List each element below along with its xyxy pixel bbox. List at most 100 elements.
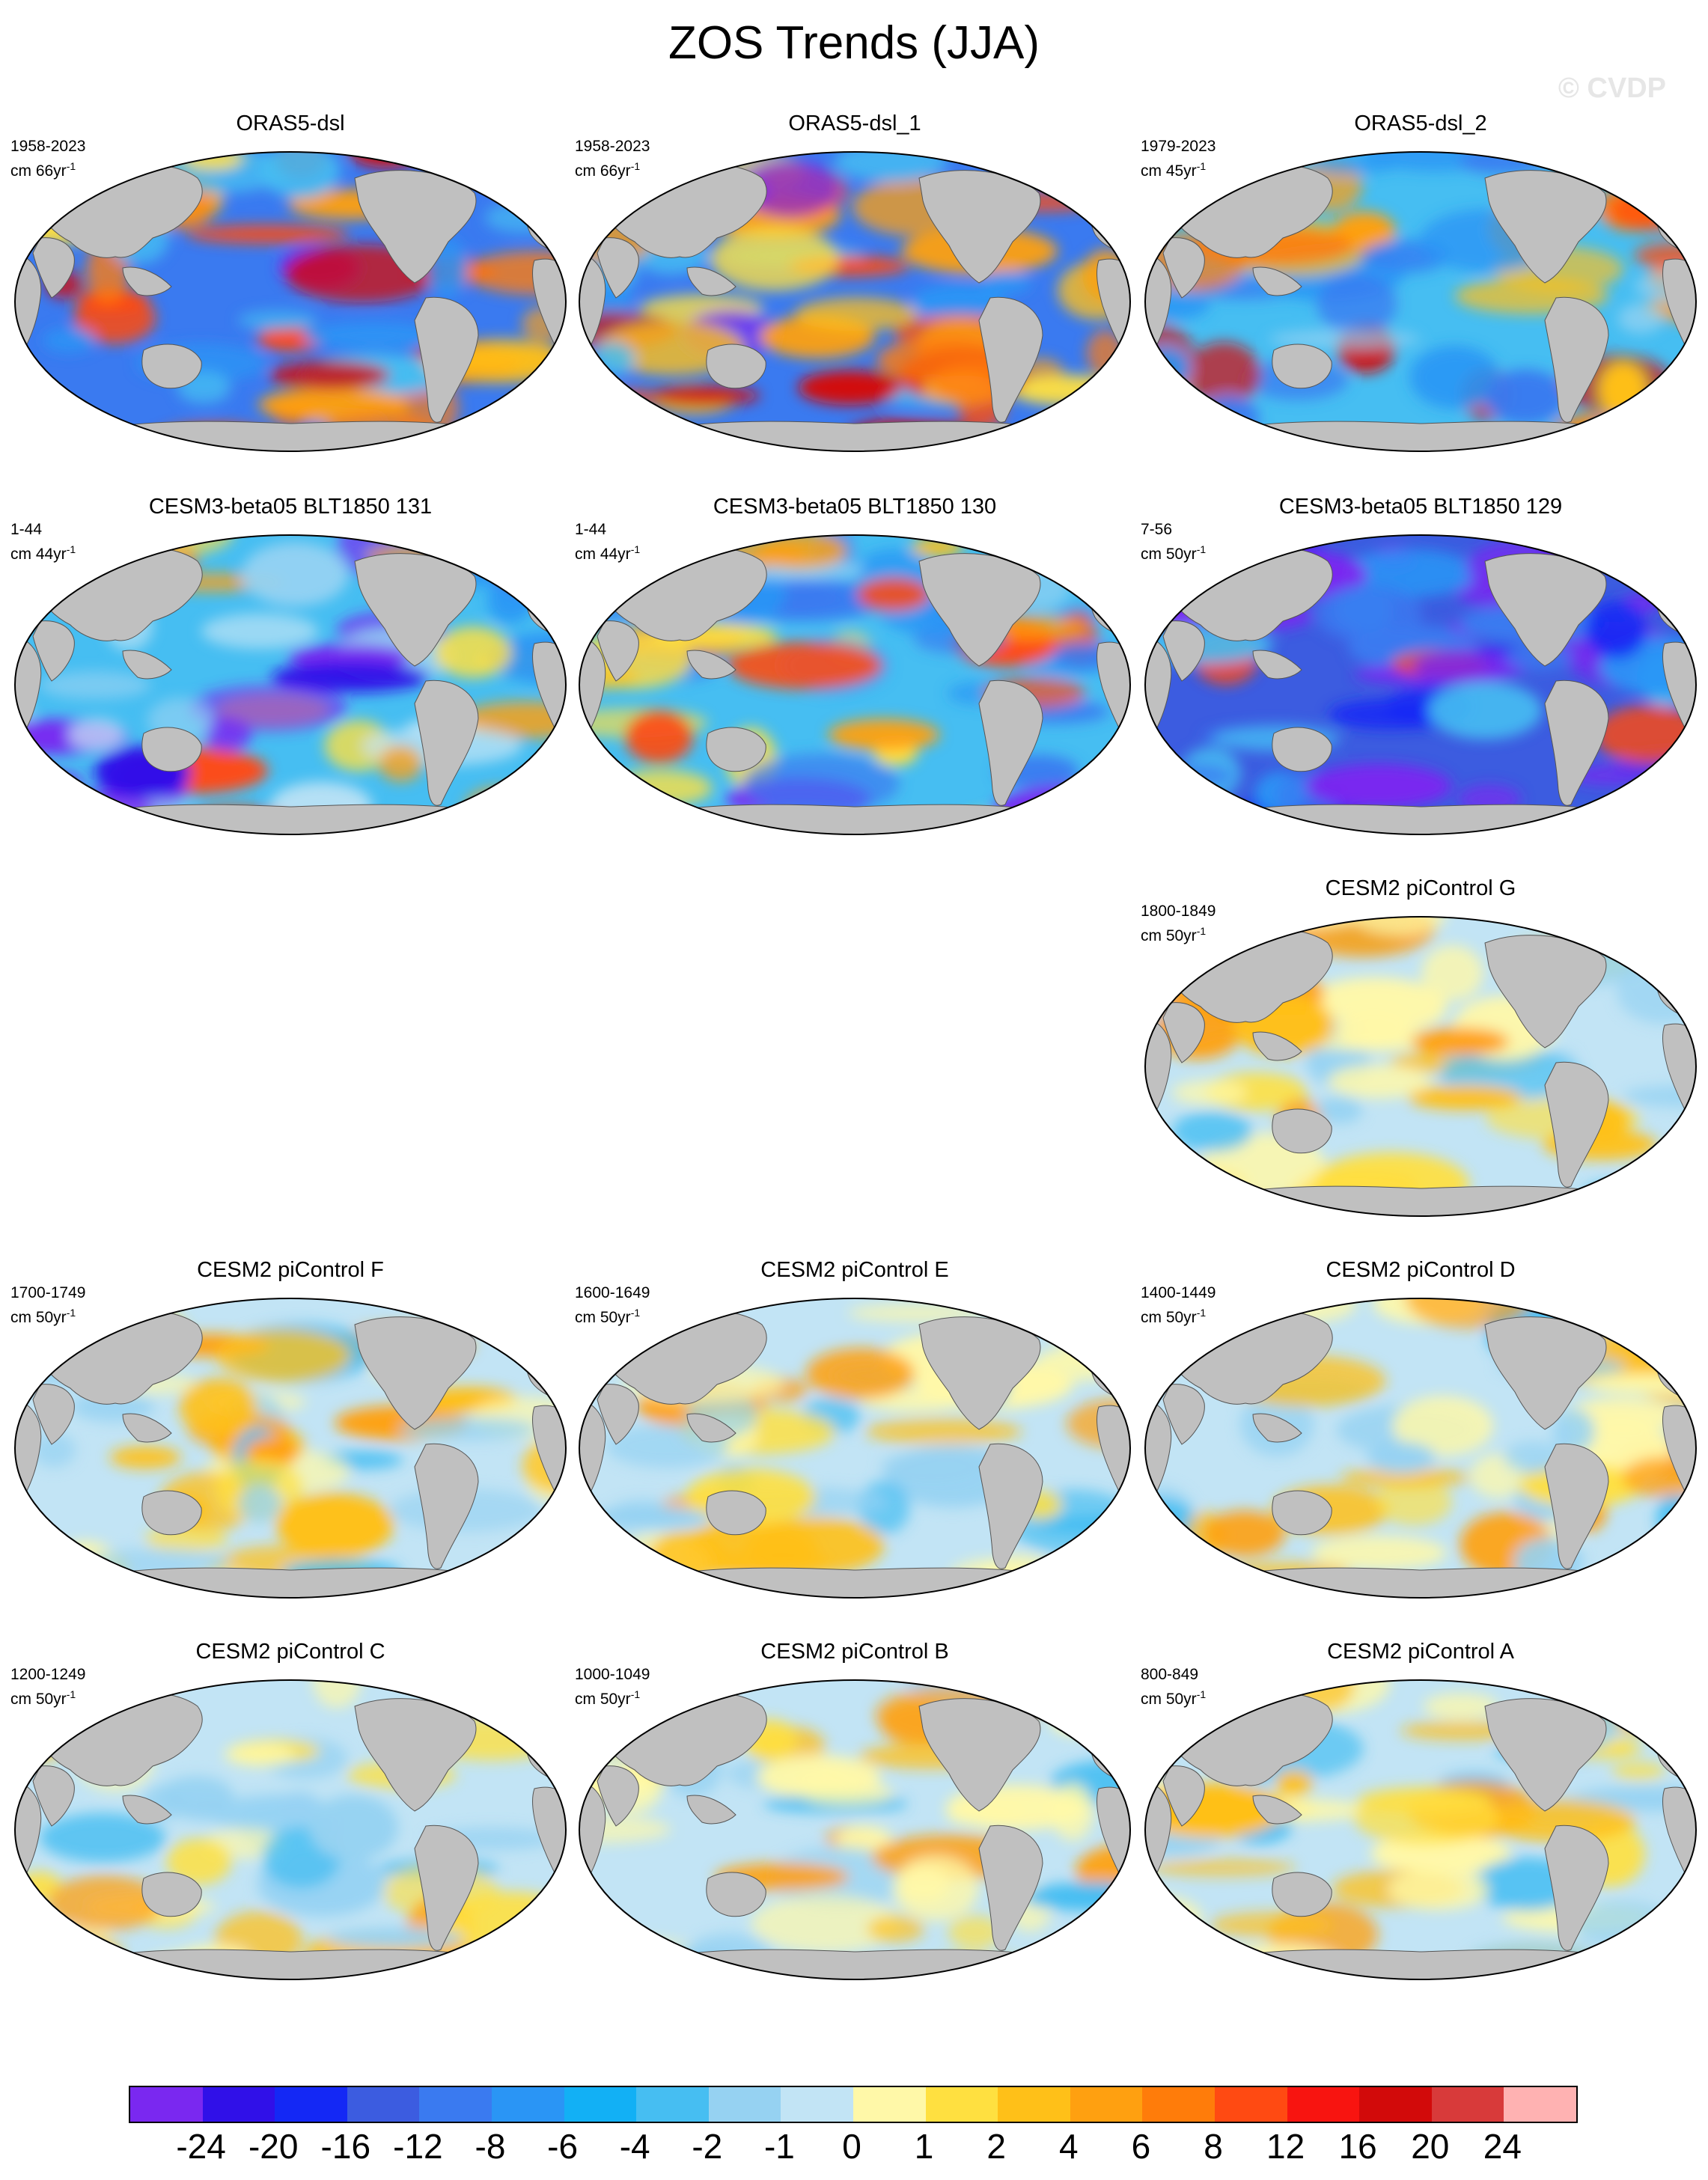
map-border <box>14 151 567 452</box>
trend-blob <box>948 1915 1002 1949</box>
world-map <box>14 534 567 835</box>
world-map <box>14 1298 567 1599</box>
trend-blob <box>801 1781 894 1807</box>
land-mass-seasia <box>122 650 172 680</box>
colorbar-swatch <box>1214 2087 1287 2122</box>
trend-blob <box>224 1743 296 1767</box>
trend-blob <box>1171 1080 1247 1105</box>
trend-blob <box>835 1825 892 1854</box>
trend-blob <box>184 152 243 171</box>
trend-blob <box>879 1450 982 1483</box>
colorbar-swatch <box>202 2087 275 2122</box>
trend-blob <box>1623 917 1696 935</box>
trend-blob <box>1376 1478 1452 1526</box>
trend-blob <box>15 1961 73 1979</box>
trend-blob <box>794 297 918 332</box>
panel-title: CESM2 piControl G <box>1325 876 1516 900</box>
map-border <box>1144 916 1697 1217</box>
trend-blob <box>302 322 445 349</box>
trend-blob <box>309 1795 398 1860</box>
trend-blob <box>1408 1085 1522 1110</box>
trend-blob <box>1428 682 1543 739</box>
land-mass-seasia <box>1252 266 1302 296</box>
trend-blob <box>1405 1298 1534 1329</box>
land-mass-india <box>1162 1002 1205 1063</box>
land-mass-samer <box>1544 680 1609 806</box>
panel-title: CESM3-beta05 BLT1850 129 <box>1278 495 1563 519</box>
map-border <box>579 1679 1131 1980</box>
panel-title: CESM3-beta05 BLT1850 131 <box>148 495 433 519</box>
panel-period: 800-849 <box>1141 1666 1199 1683</box>
land-mass-india <box>597 1384 639 1445</box>
land-mass-india <box>1162 1765 1205 1827</box>
trend-blob <box>277 1792 322 1822</box>
trend-blob <box>485 1944 566 1979</box>
map-border <box>579 151 1131 452</box>
map-border <box>579 1298 1131 1599</box>
panel-units: cm 50yr-1 <box>575 1307 641 1326</box>
panel-units: cm 50yr-1 <box>1141 1688 1207 1708</box>
land-mass-green <box>488 1688 539 1726</box>
panel-units: cm 44yr-1 <box>10 543 76 563</box>
trend-blob <box>484 202 561 233</box>
world-map <box>579 1298 1131 1599</box>
colorbar-tick-label: 6 <box>1131 2127 1151 2166</box>
trend-blob <box>1145 1575 1221 1596</box>
cvdp-watermark: © CVDP <box>1558 73 1666 104</box>
trend-blob <box>398 1417 538 1441</box>
trend-blob <box>740 159 838 217</box>
panel-period: 1958-2023 <box>575 138 650 155</box>
trend-blob <box>911 284 1007 322</box>
trend-blob <box>1050 1706 1105 1735</box>
trend-blob <box>73 292 156 344</box>
colorbar-tick-label: 8 <box>1204 2127 1223 2166</box>
trend-blob <box>1412 649 1526 683</box>
trend-blob <box>1536 535 1644 556</box>
trend-blob <box>15 1557 51 1581</box>
land-mass-samer <box>414 296 479 423</box>
trend-blob <box>42 328 95 353</box>
trend-blob <box>1616 1932 1696 1979</box>
trend-blob <box>1031 1354 1116 1383</box>
trend-blob <box>179 1378 257 1438</box>
trend-blob <box>15 1965 97 1979</box>
land-mass-austr <box>1272 1490 1332 1536</box>
trend-blob <box>1010 375 1123 406</box>
land-mass-seasia <box>122 266 172 296</box>
trend-blob <box>1155 763 1233 789</box>
land-mass-india <box>597 1765 639 1827</box>
trend-blob <box>488 535 566 578</box>
trend-blob <box>591 341 635 377</box>
colorbar-tick-label: 4 <box>1059 2127 1079 2166</box>
land-mass-seasia <box>1252 650 1302 680</box>
land-mass-green <box>488 1306 539 1345</box>
trend-blob <box>259 152 341 199</box>
land-mass-green <box>1618 1306 1669 1345</box>
land-mass-seasia <box>122 1795 172 1825</box>
trend-blob <box>710 227 839 291</box>
trend-blob <box>204 717 251 751</box>
land-mass-austr <box>1272 1108 1332 1154</box>
land-mass-india <box>32 237 75 299</box>
trend-blob <box>1339 1468 1471 1487</box>
trend-blob <box>1617 302 1664 334</box>
panel-period: 1600-1649 <box>575 1284 650 1301</box>
trend-blob <box>439 1298 493 1328</box>
colorbar-swatch <box>1287 2087 1360 2122</box>
trend-blob <box>456 535 540 570</box>
map-panel: CESM2 piControl B 1000-1049 cm 50yr-1 <box>575 1639 1135 1983</box>
trend-blob <box>463 787 534 834</box>
map-border <box>579 534 1131 835</box>
trend-blob <box>1185 1963 1299 1979</box>
trend-blob <box>479 535 566 561</box>
panel-title: CESM2 piControl C <box>195 1640 385 1664</box>
land-mass-green <box>1618 1688 1669 1726</box>
trend-blob <box>1656 1493 1695 1544</box>
trend-blob <box>268 361 390 390</box>
trend-blob <box>864 1418 1022 1445</box>
trend-blob <box>867 1915 924 1943</box>
panel-period: 7-56 <box>1141 521 1173 538</box>
trend-blob <box>1088 1947 1127 1979</box>
colorbar-swatch <box>419 2087 492 2122</box>
trend-blob <box>1367 1442 1436 1474</box>
